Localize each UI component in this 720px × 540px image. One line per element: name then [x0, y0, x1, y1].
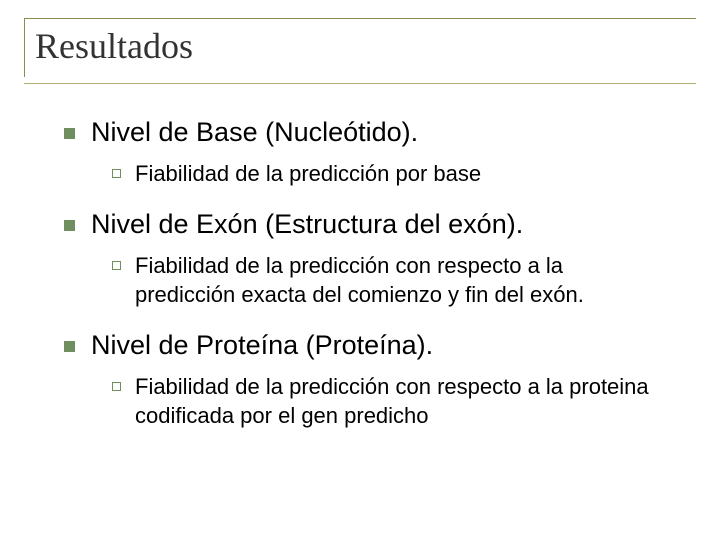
- square-bullet-icon: [64, 341, 75, 352]
- sub-list-item: Fiabilidad de la predicción con respecto…: [112, 252, 676, 309]
- list-item: Nivel de Proteína (Proteína).: [64, 329, 676, 363]
- square-bullet-icon: [64, 220, 75, 231]
- hollow-square-bullet-icon: [112, 169, 121, 178]
- slide-body: Nivel de Base (Nucleótido). Fiabilidad d…: [24, 84, 696, 430]
- list-item: Nivel de Base (Nucleótido).: [64, 116, 676, 150]
- list-item-label: Nivel de Exón (Estructura del exón).: [91, 208, 523, 242]
- hollow-square-bullet-icon: [112, 261, 121, 270]
- slide: Resultados Nivel de Base (Nucleótido). F…: [0, 0, 720, 540]
- title-container: Resultados: [24, 18, 696, 77]
- page-title: Resultados: [35, 25, 696, 67]
- sub-list-item: Fiabilidad de la predicción por base: [112, 160, 676, 189]
- sub-list-item-label: Fiabilidad de la predicción con respecto…: [135, 373, 666, 430]
- hollow-square-bullet-icon: [112, 382, 121, 391]
- sub-list-item: Fiabilidad de la predicción con respecto…: [112, 373, 676, 430]
- list-item-label: Nivel de Proteína (Proteína).: [91, 329, 433, 363]
- square-bullet-icon: [64, 128, 75, 139]
- list-item: Nivel de Exón (Estructura del exón).: [64, 208, 676, 242]
- list-item-label: Nivel de Base (Nucleótido).: [91, 116, 418, 150]
- sub-list-item-label: Fiabilidad de la predicción por base: [135, 160, 481, 189]
- sub-list-item-label: Fiabilidad de la predicción con respecto…: [135, 252, 666, 309]
